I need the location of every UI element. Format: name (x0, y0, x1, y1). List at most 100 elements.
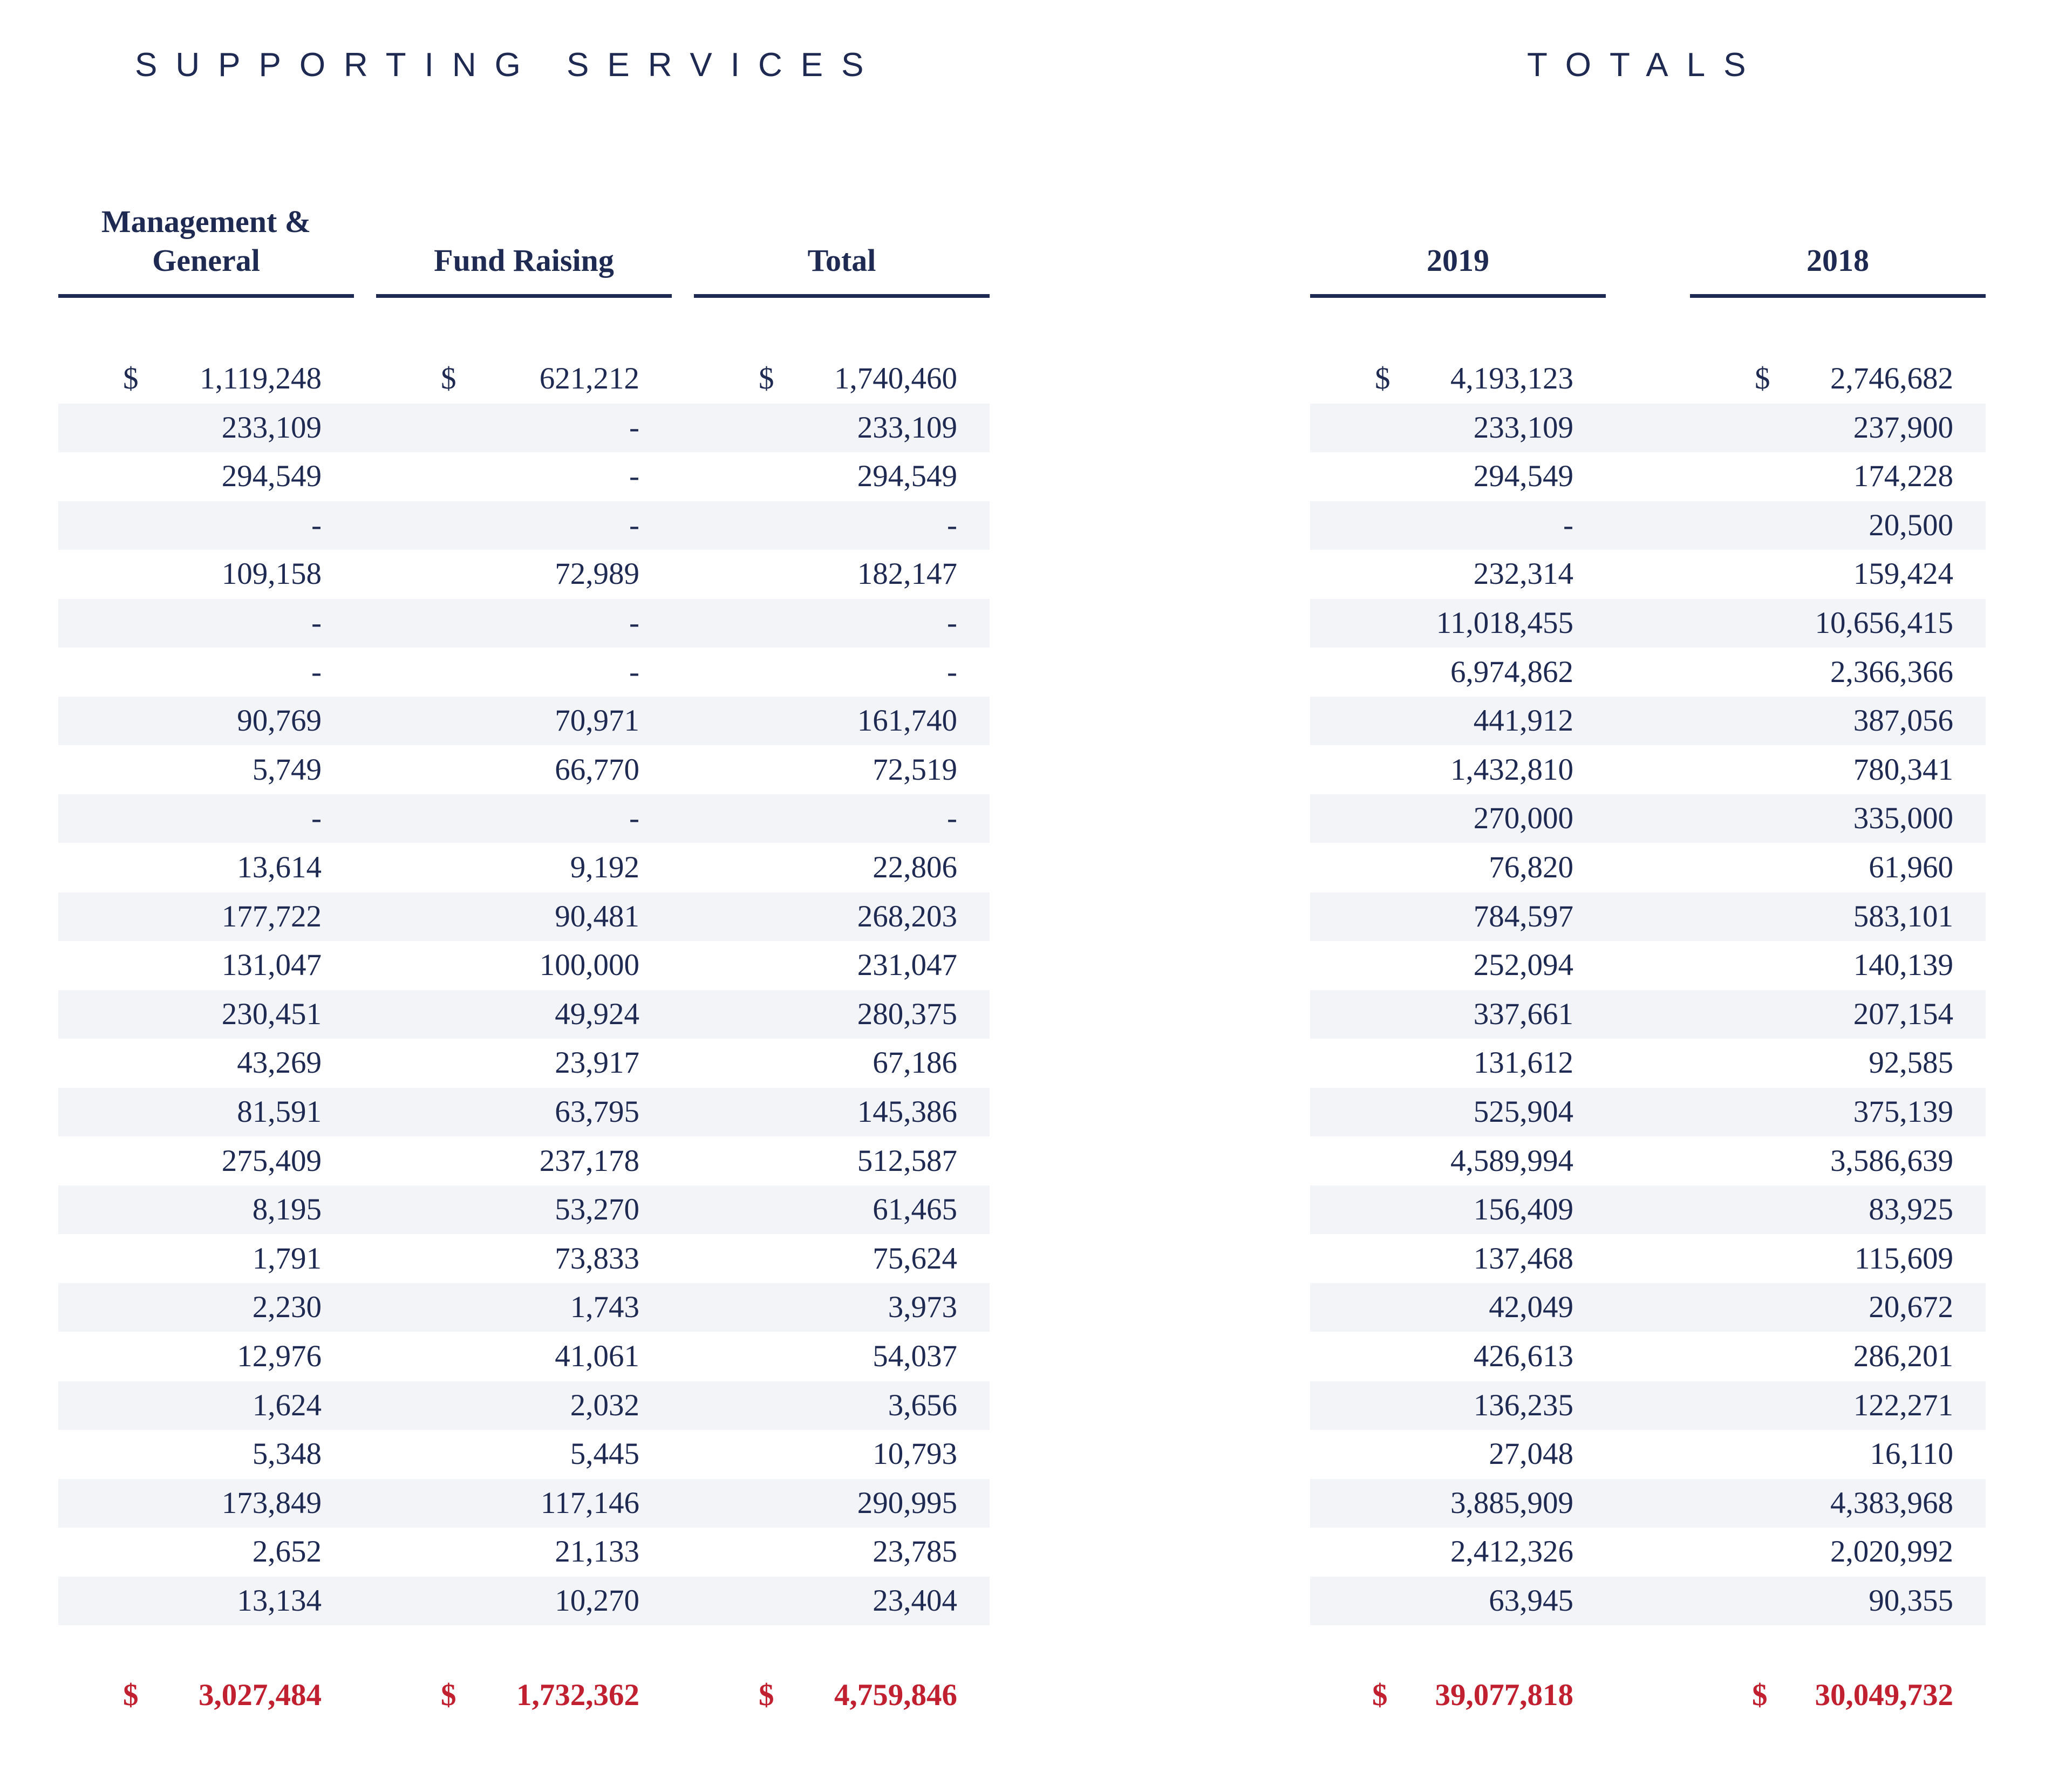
column-header-line2: Fund Raising (434, 243, 614, 278)
table-cell: 90,481 (376, 892, 672, 941)
column-header-total: Total (694, 197, 990, 298)
cell-value: 230,451 (221, 997, 322, 1031)
table-cell: - (58, 794, 354, 843)
table-cell: 252,094 (1310, 941, 1606, 990)
row-stripe (58, 404, 990, 452)
cell-value: 3,885,909 (1450, 1486, 1573, 1520)
column-header-fr: Fund Raising (376, 197, 672, 298)
table-cell: 231,047 (694, 941, 990, 990)
cell-value: 6,974,862 (1450, 655, 1573, 689)
row-stripe (58, 990, 990, 1039)
column-header-label: 2019 (1310, 241, 1606, 280)
currency-symbol: $ (759, 1678, 774, 1712)
table-cell: - (694, 501, 990, 550)
table-cell: 290,995 (694, 1479, 990, 1528)
currency-symbol: $ (1752, 1678, 1768, 1712)
table-cell: 13,614 (58, 843, 354, 892)
cell-value: 117,146 (540, 1486, 639, 1520)
table-cell: 1,432,810 (1310, 746, 1606, 794)
row-stripe (1310, 892, 1986, 941)
cell-value: 1,119,248 (200, 362, 322, 396)
table-cell: $621,212 (376, 355, 672, 403)
table-cell: 2,652 (58, 1528, 354, 1576)
row-stripe (1310, 1577, 1986, 1625)
table-cell: 5,445 (376, 1430, 672, 1478)
cell-value: 1,740,460 (834, 362, 957, 396)
cell-value: 72,989 (555, 557, 639, 591)
cell-value: 4,193,123 (1450, 362, 1573, 396)
cell-value: 9,192 (570, 850, 639, 884)
table-cell: 137,468 (1310, 1235, 1606, 1283)
total-cell: $4,759,846 (694, 1671, 990, 1720)
table-cell: 237,178 (376, 1137, 672, 1185)
cell-value: 2,366,366 (1830, 655, 1953, 689)
cell-value: 280,375 (857, 997, 957, 1031)
row-stripe (1310, 599, 1986, 648)
table-cell: 294,549 (58, 452, 354, 501)
cell-value: 136,235 (1473, 1388, 1573, 1422)
cell-value: 233,109 (857, 411, 957, 445)
row-stripe (58, 599, 990, 648)
cell-value: 177,722 (221, 899, 322, 933)
table-cell: 1,743 (376, 1283, 672, 1332)
cell-value: 207,154 (1853, 997, 1953, 1031)
table-cell: $2,746,682 (1690, 355, 1986, 403)
table-cell: 173,849 (58, 1479, 354, 1528)
table-cell: 61,960 (1690, 843, 1986, 892)
cell-value: 16,110 (1870, 1437, 1953, 1471)
table-cell: 2,366,366 (1690, 648, 1986, 697)
cell-value: - (947, 655, 957, 689)
table-cell: 177,722 (58, 892, 354, 941)
table-cell: - (58, 599, 354, 648)
currency-symbol: $ (441, 362, 456, 396)
table-cell: 4,589,994 (1310, 1137, 1606, 1185)
table-cell: 9,192 (376, 843, 672, 892)
table-cell: 8,195 (58, 1185, 354, 1234)
cell-value: 23,917 (555, 1046, 639, 1080)
table-cell: 53,270 (376, 1185, 672, 1234)
cell-value: - (311, 801, 322, 835)
cell-value: 115,609 (1854, 1242, 1953, 1276)
cell-value: 5,445 (570, 1437, 639, 1471)
cell-value: 441,912 (1473, 704, 1573, 738)
table-cell: 54,037 (694, 1332, 990, 1381)
cell-value: 100,000 (539, 948, 639, 982)
cell-value: 122,271 (1853, 1388, 1953, 1422)
currency-symbol: $ (441, 1678, 456, 1712)
cell-value: - (629, 459, 639, 493)
currency-symbol: $ (123, 362, 139, 396)
table-cell: 780,341 (1690, 746, 1986, 794)
column-header-line2: 2018 (1807, 243, 1869, 278)
column-header-line2: 2019 (1427, 243, 1489, 278)
table-cell: 81,591 (58, 1088, 354, 1136)
table-cell: 22,806 (694, 843, 990, 892)
cell-value: 252,094 (1473, 948, 1573, 982)
table-cell: 2,032 (376, 1381, 672, 1430)
row-stripe (1310, 404, 1986, 452)
cell-value: 237,178 (539, 1144, 639, 1178)
currency-symbol: $ (1375, 362, 1391, 396)
column-header-line2: Total (807, 243, 876, 278)
table-cell: 63,795 (376, 1088, 672, 1136)
column-header-rule (1690, 294, 1986, 298)
row-stripe (1310, 1381, 1986, 1430)
table-cell: 41,061 (376, 1332, 672, 1381)
table-cell: 23,404 (694, 1577, 990, 1625)
total-value: 30,049,732 (1815, 1678, 1954, 1712)
table-cell: 233,109 (58, 404, 354, 452)
table-cell: 286,201 (1690, 1332, 1986, 1381)
cell-value: 286,201 (1853, 1339, 1953, 1373)
cell-value: 3,973 (888, 1290, 957, 1324)
cell-value: 387,056 (1853, 704, 1953, 738)
table-cell: 67,186 (694, 1039, 990, 1087)
cell-value: - (947, 801, 957, 835)
table-cell: - (376, 404, 672, 452)
cell-value: 20,672 (1869, 1290, 1953, 1324)
table-cell: 140,139 (1690, 941, 1986, 990)
cell-value: 290,995 (857, 1486, 957, 1520)
column-header-y2019: 2019 (1310, 197, 1606, 298)
cell-value: 63,795 (555, 1095, 639, 1129)
cell-value: 53,270 (555, 1192, 639, 1226)
table-cell: 294,549 (1310, 452, 1606, 501)
cell-value: 13,614 (237, 850, 322, 884)
